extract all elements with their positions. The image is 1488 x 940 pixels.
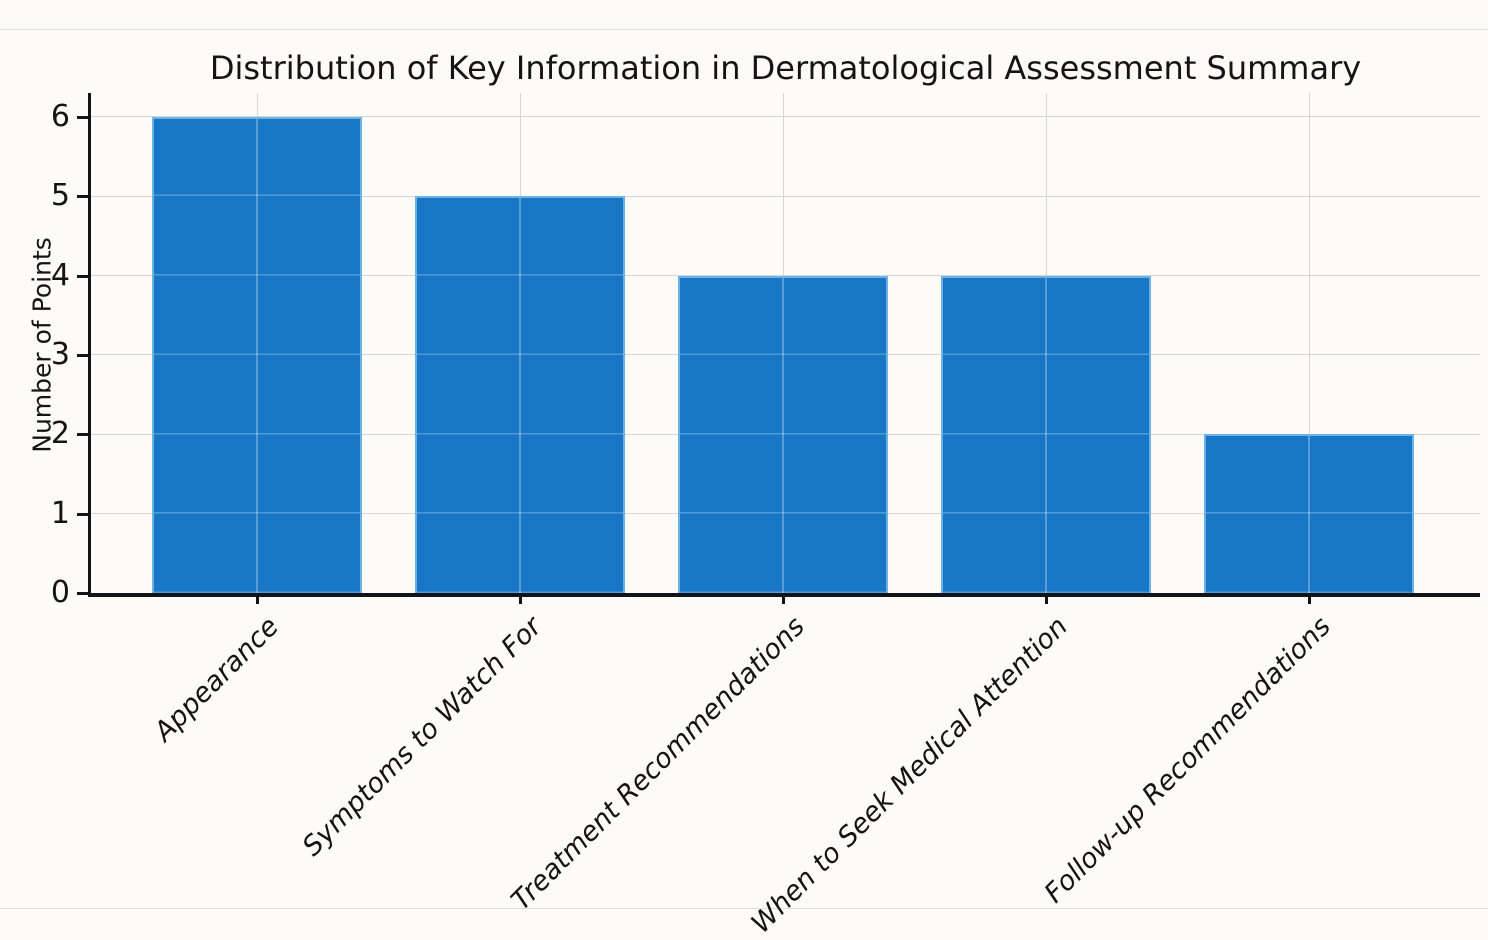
bar: [415, 196, 625, 593]
y-tick-label: 1: [50, 495, 70, 531]
bar: [941, 275, 1151, 593]
y-tick-label: 0: [50, 575, 70, 610]
x-tick-label: Follow-up Recommendations: [1038, 611, 1337, 910]
gridline-horizontal: [91, 195, 1480, 197]
y-tick-mark: [77, 512, 88, 516]
y-tick-label: 2: [50, 416, 70, 452]
y-tick-mark: [77, 592, 88, 595]
x-tick-label: Symptoms to Watch For: [296, 611, 548, 863]
bar: [152, 116, 362, 593]
plot-area: [88, 93, 1480, 597]
y-tick-mark: [77, 353, 88, 357]
photo-artifact-line-bottom: [0, 908, 1488, 909]
x-tick-mark: [1044, 597, 1048, 604]
x-tick-mark: [255, 597, 259, 604]
x-tick-mark: [1307, 597, 1311, 604]
x-tick-label: Appearance: [148, 611, 285, 748]
y-tick-label: 3: [50, 336, 70, 372]
gridline-vertical: [1308, 93, 1310, 593]
chart-title: Distribution of Key Information in Derma…: [209, 49, 1362, 87]
x-tick-mark: [518, 597, 522, 604]
gridline-horizontal: [91, 116, 1480, 118]
y-tick-mark: [77, 274, 88, 278]
x-tick-label: When to Seek Medical Attention: [745, 611, 1074, 940]
x-tick-mark: [781, 597, 785, 604]
y-tick-mark: [77, 433, 88, 437]
y-tick-mark: [77, 195, 88, 199]
bar: [678, 275, 888, 593]
y-tick-label: 4: [50, 257, 70, 293]
y-tick-mark: [77, 115, 88, 119]
photo-artifact-line-top: [0, 29, 1488, 30]
y-tick-label: 6: [50, 98, 70, 134]
x-tick-label: Treatment Recommendations: [505, 611, 811, 917]
y-tick-label: 5: [50, 178, 70, 214]
bar: [1204, 434, 1414, 593]
gridline-horizontal: [91, 275, 1480, 277]
